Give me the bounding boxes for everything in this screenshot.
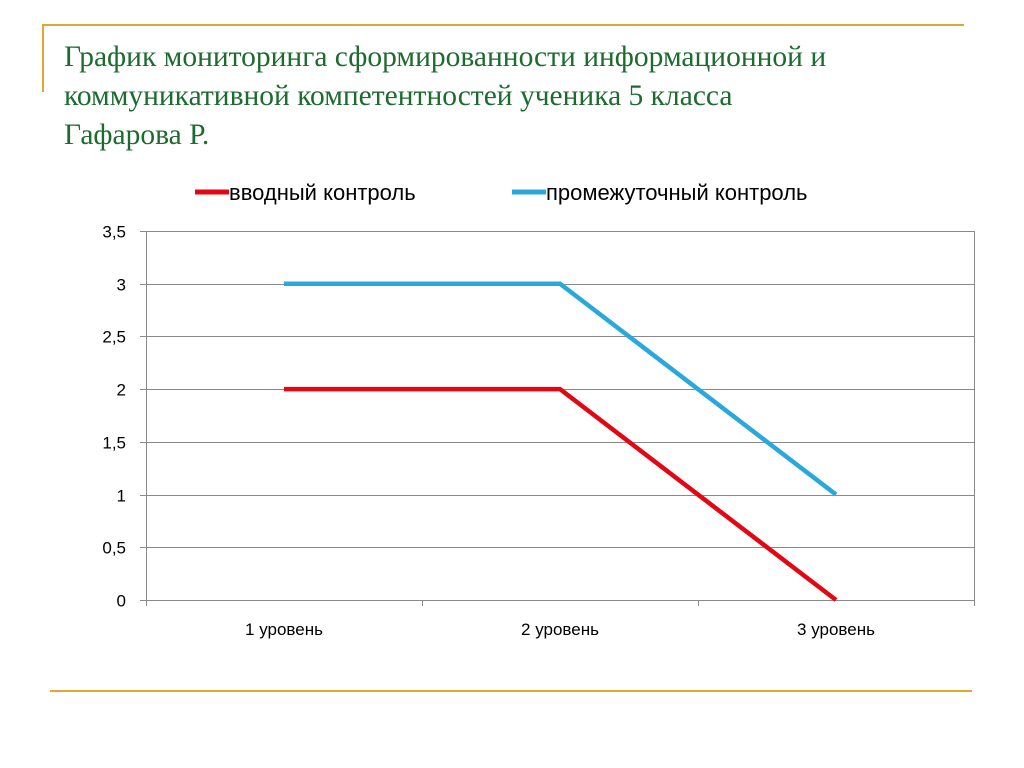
y-tick-label: 3,5 <box>102 223 126 242</box>
x-tick-label: 2 уровень <box>521 620 599 639</box>
chart-series <box>284 281 838 602</box>
slide-title-line: График мониторинга сформированности инфо… <box>64 41 827 73</box>
legend-label: вводный контроль <box>229 180 416 205</box>
slide-title-line: Гафарова Р. <box>64 119 210 151</box>
series-line <box>284 386 838 602</box>
chart-axes: 0 0,5 1 1,5 2 2,5 3 3,5 1 уровень 2 уровень 3 уров… <box>102 223 975 639</box>
y-tick-label: 0,5 <box>102 539 126 558</box>
slide-title: График мониторинга сформированности инфо… <box>64 38 984 155</box>
y-tick-label: 0 <box>117 592 126 611</box>
x-tick-label: 1 уровень <box>245 620 323 639</box>
y-tick-label: 2 <box>117 381 126 400</box>
top-accent-rule <box>42 24 964 26</box>
chart-legend: вводный контроль промежуточный контроль <box>195 180 808 205</box>
series-line <box>284 281 838 497</box>
y-tick-label: 2,5 <box>102 328 126 347</box>
bottom-accent-rule <box>50 690 972 692</box>
y-tick-label: 1 <box>117 487 126 506</box>
y-tick-label: 3 <box>117 276 126 295</box>
left-accent-rule <box>42 24 44 92</box>
legend-label: промежуточный контроль <box>546 180 808 205</box>
x-tick-label: 3 уровень <box>797 620 875 639</box>
y-tick-label: 1,5 <box>102 434 126 453</box>
slide-title-line: коммуникативной компетентностей ученика … <box>64 80 733 112</box>
